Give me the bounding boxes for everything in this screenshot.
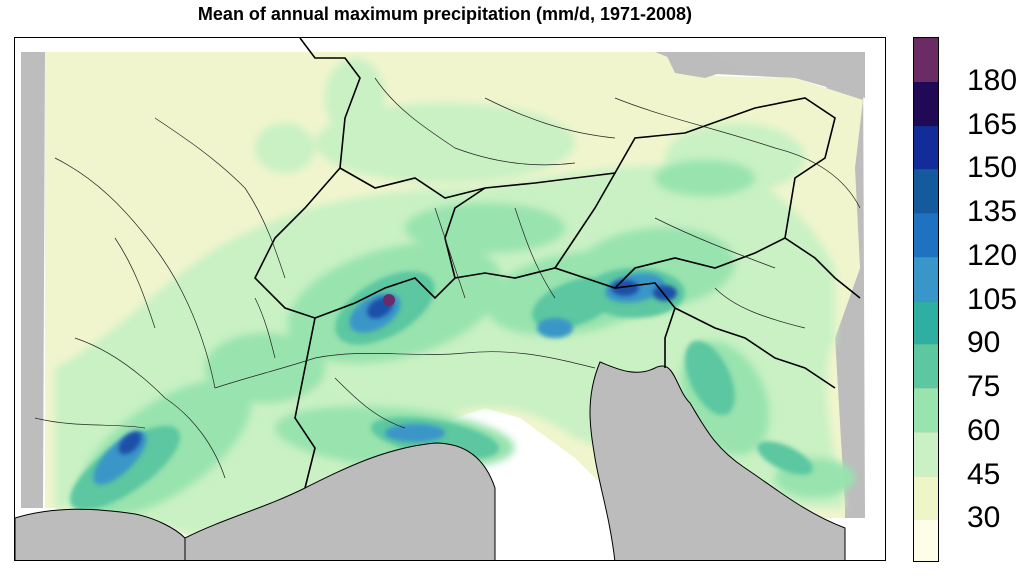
map-title: Mean of annual maximum precipitation (mm… [197, 4, 693, 24]
mediterranean-left [15, 508, 186, 560]
colorbar-segment [914, 169, 938, 213]
colorbar-tick-label: 120 [967, 238, 1018, 272]
colorbar-tick-label: 60 [967, 413, 1001, 447]
colorbar-segment [914, 388, 938, 432]
max-cell [383, 294, 395, 306]
colorbar-tick-label: 165 [967, 107, 1018, 141]
colorbar-segment [914, 344, 938, 388]
map-canvas [15, 38, 885, 560]
colorbar-segment [914, 256, 938, 301]
colorbar-segment [914, 213, 938, 257]
zone-dark-blue [118, 280, 677, 455]
colorbar-segment [914, 475, 938, 520]
colorbar-segment [914, 300, 938, 345]
precipitation-map [14, 37, 886, 561]
colorbar-tick-label: 150 [967, 151, 1018, 185]
colorbar-segment [914, 431, 938, 476]
country-boundaries [254, 38, 861, 489]
north-sea-lakes [665, 52, 735, 78]
colorbar-tick-label: 45 [967, 457, 1001, 491]
ligurian-sea [184, 442, 496, 560]
adriatic-sea [589, 361, 846, 560]
colorbar-segment [914, 81, 938, 126]
no-data-left [21, 52, 45, 508]
colorbar [913, 37, 939, 562]
colorbar-tick-label: 135 [967, 195, 1018, 228]
colorbar-tick-label: 105 [967, 282, 1018, 316]
rivers [34, 77, 861, 479]
colorbar-tick-label: 180 [967, 63, 1018, 97]
colorbar-segment [914, 38, 938, 82]
colorbar-segment [914, 519, 938, 561]
colorbar-tick-label: 90 [967, 326, 1001, 360]
colorbar-tick-label: 30 [967, 501, 1001, 535]
colorbar-tick-label: 75 [967, 370, 1001, 403]
colorbar-segment [914, 125, 938, 170]
